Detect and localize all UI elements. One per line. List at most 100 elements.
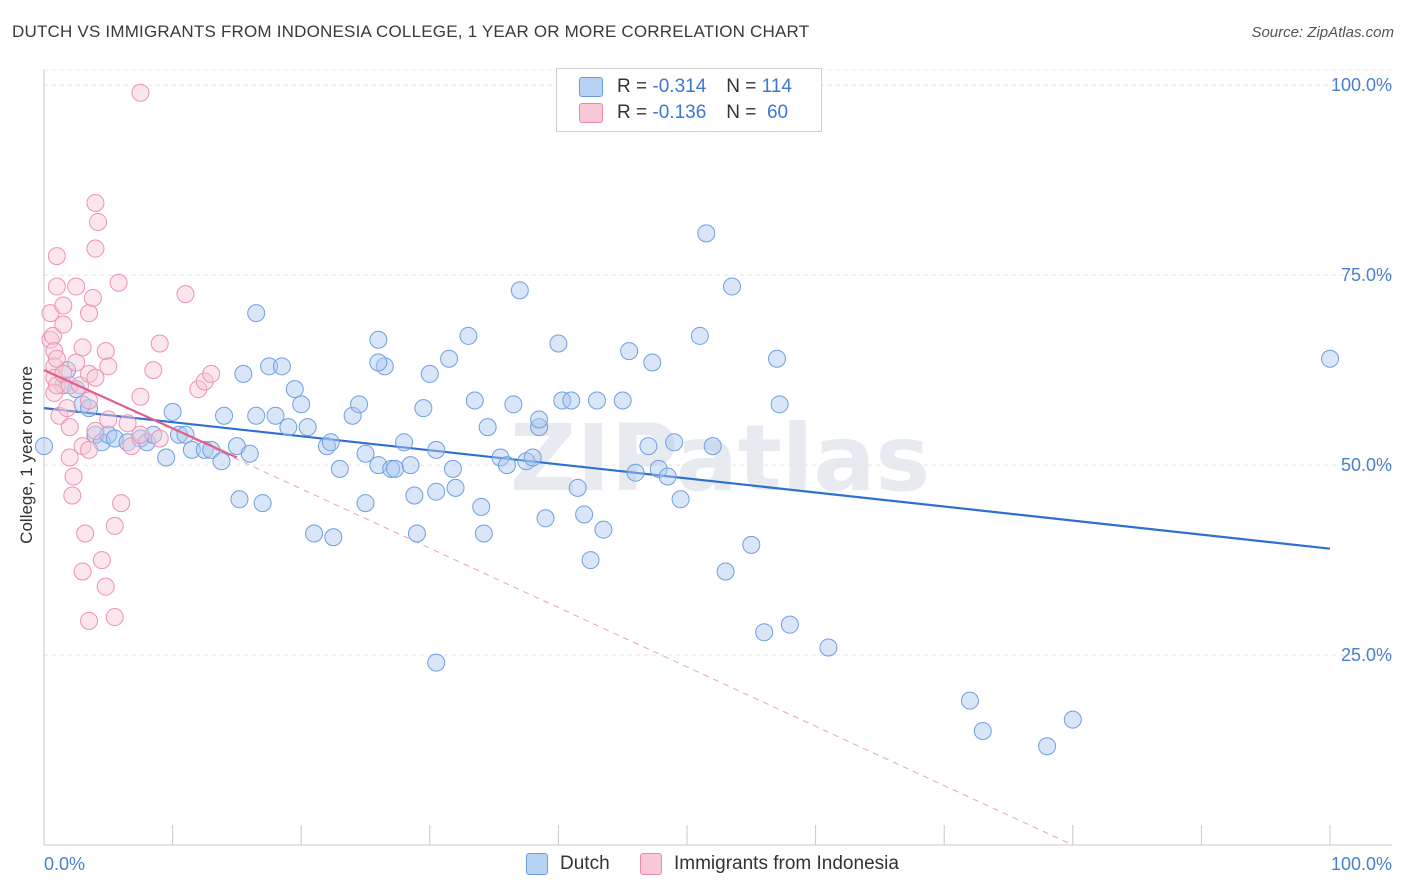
indonesia-point — [176, 285, 195, 304]
dutch-point — [703, 437, 722, 456]
indonesia-point — [80, 304, 99, 323]
dutch-point — [723, 277, 742, 296]
indonesia-point — [58, 399, 77, 418]
dutch-point — [35, 437, 53, 456]
dutch-point — [324, 528, 343, 547]
indonesia-point — [118, 414, 137, 433]
dutch-point — [697, 224, 716, 243]
dutch-point — [157, 448, 176, 467]
indonesia-point — [105, 608, 124, 627]
indonesia-r-value: -0.136 — [652, 102, 707, 123]
dutch-point — [755, 623, 774, 642]
indonesia-point — [54, 296, 73, 315]
dutch-point — [474, 524, 493, 543]
dutch-point — [405, 486, 424, 505]
dutch-point — [215, 406, 234, 425]
indonesia-point — [92, 551, 111, 570]
dutch-point — [568, 478, 587, 497]
indonesia-point — [86, 193, 105, 212]
dutch-point — [497, 456, 516, 475]
dutch-point — [973, 722, 992, 741]
indonesia-point — [202, 364, 221, 383]
dutch-point — [266, 406, 285, 425]
bottom-dutch-swatch — [526, 853, 548, 875]
dutch-point — [182, 440, 201, 459]
tick-labels: 100.0% 75.0% 50.0% 25.0% 0.0% 100.0% — [44, 75, 1392, 874]
dutch-point — [770, 395, 789, 414]
indonesia-point — [144, 361, 163, 380]
indonesia-point — [63, 486, 82, 505]
dutch-point — [472, 497, 491, 516]
indonesia-point — [80, 391, 99, 410]
dutch-point — [562, 391, 581, 410]
dutch-point — [86, 425, 105, 444]
dutch-point — [427, 482, 446, 501]
dutch-point — [414, 399, 433, 418]
dutch-point — [491, 448, 510, 467]
dutch-point — [212, 452, 231, 471]
chart-source: Source: ZipAtlas.com — [1251, 24, 1394, 41]
dutch-point — [587, 391, 606, 410]
dutch-point — [272, 357, 291, 376]
indonesia-point — [47, 247, 66, 266]
dutch-point — [690, 326, 709, 345]
indonesia-point — [45, 383, 64, 402]
dutch-point — [620, 342, 639, 361]
dutch-point — [639, 437, 658, 456]
indonesia-point — [73, 338, 92, 357]
axes — [43, 70, 1392, 846]
dutch-point — [523, 448, 542, 467]
dutch-point — [742, 535, 761, 554]
bottom-dutch-label: Dutch — [560, 853, 610, 874]
dutch-point — [330, 459, 349, 478]
dutch-swatch — [579, 77, 603, 97]
dutch-point — [658, 467, 677, 486]
indonesia-point — [89, 212, 108, 231]
indonesia-point — [83, 288, 102, 307]
indonesia-point — [105, 516, 124, 535]
indonesia-point — [96, 577, 115, 596]
dutch-point — [440, 349, 459, 368]
y-tick-label: 75.0% — [1341, 265, 1392, 285]
x-tick-label: 100.0% — [1331, 854, 1392, 874]
indonesia-point — [44, 326, 63, 345]
indonesia-n-label: N = — [726, 102, 757, 123]
indonesia-point — [47, 349, 66, 368]
indonesia-point — [67, 353, 86, 372]
y-tick-label: 25.0% — [1341, 645, 1392, 665]
indonesia-point — [67, 277, 86, 296]
dutch-point — [386, 459, 405, 478]
indonesia-point — [50, 406, 69, 425]
dutch-point — [395, 433, 414, 452]
dutch-point — [960, 691, 979, 710]
dutch-point — [510, 281, 529, 300]
dutch-point — [260, 357, 279, 376]
y-tick-label: 100.0% — [1331, 75, 1392, 95]
indonesia-point — [73, 562, 92, 581]
dutch-point — [613, 391, 632, 410]
dutch-point — [356, 494, 375, 513]
indonesia-point — [150, 334, 169, 353]
dutch-point — [1038, 737, 1057, 756]
dutch-r-label: R = — [617, 76, 648, 97]
indonesia-point — [131, 387, 150, 406]
indonesia-n-value: 60 — [766, 102, 789, 123]
dutch-point — [305, 524, 324, 543]
indonesia-swatch — [579, 103, 603, 123]
dutch-point — [369, 330, 388, 349]
dutch-point — [230, 490, 249, 509]
watermark: ZIPatlas — [510, 405, 930, 512]
indonesia-point — [131, 83, 150, 102]
dutch-point — [292, 395, 311, 414]
indonesia-point — [131, 425, 150, 444]
dutch-point — [549, 334, 568, 353]
dutch-n-value: 114 — [761, 76, 792, 97]
indonesia-point — [195, 372, 214, 391]
indonesia-point — [109, 273, 128, 292]
dutch-point — [234, 364, 253, 383]
dutch-point — [407, 524, 426, 543]
dutch-point — [443, 459, 462, 478]
trend-lines — [43, 369, 1331, 846]
y-tick-label: 50.0% — [1341, 455, 1392, 475]
dutch-point — [285, 380, 304, 399]
